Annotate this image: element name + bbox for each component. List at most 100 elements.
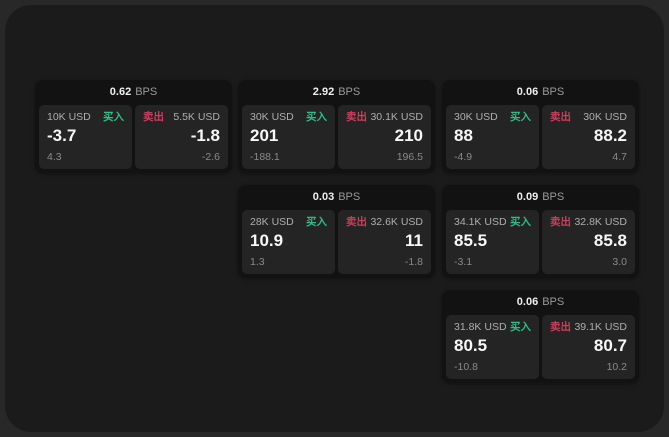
buy-panel-top-row: 34.1K USD 买入 [454, 216, 531, 229]
buy-panel-top-row: 30K USD 买入 [250, 111, 327, 124]
buy-delta: -3.1 [454, 256, 473, 268]
sell-price: -1.8 [190, 126, 220, 145]
buy-delta: 1.3 [250, 256, 265, 268]
app-surface: 0.62 BPS 10K USD 买入 -3.7 4.3 卖出 5.5K USD … [5, 5, 664, 432]
buy-amount: 31.8K USD [454, 321, 507, 333]
sell-panel[interactable]: 卖出 32.6K USD 11 -1.8 [338, 210, 431, 274]
bps-unit-label: BPS [542, 191, 565, 203]
sell-panel[interactable]: 卖出 30.1K USD 210 196.5 [338, 105, 431, 169]
sell-panel-top-row: 卖出 39.1K USD [550, 321, 627, 334]
buy-price: 10.9 [250, 231, 284, 250]
bps-value: 0.03 [312, 191, 335, 203]
buy-panel[interactable]: 31.8K USD 买入 80.5 -10.8 [446, 315, 539, 379]
sell-panel-top-row: 卖出 30.1K USD [346, 111, 423, 124]
buy-price: 201 [250, 126, 279, 145]
sell-panel[interactable]: 卖出 30K USD 88.2 4.7 [542, 105, 635, 169]
bps-header: 0.09 BPS [446, 185, 635, 210]
buy-sell-panels: 28K USD 买入 10.9 1.3 卖出 32.6K USD 11 -1.8 [242, 210, 431, 274]
bps-value: 0.62 [109, 86, 132, 98]
bps-unit-label: BPS [542, 296, 565, 308]
sell-delta: 3.0 [612, 256, 627, 268]
sell-amount: 30.1K USD [370, 111, 423, 123]
buy-delta: 4.3 [47, 151, 62, 163]
buy-sell-panels: 34.1K USD 买入 85.5 -3.1 卖出 32.8K USD 85.8… [446, 210, 635, 274]
buy-panel[interactable]: 30K USD 买入 201 -188.1 [242, 105, 335, 169]
buy-delta: -10.8 [454, 361, 478, 373]
sell-amount: 32.8K USD [574, 216, 627, 228]
bps-value: 0.09 [516, 191, 539, 203]
bps-unit-label: BPS [135, 86, 158, 98]
bps-header: 0.03 BPS [242, 185, 431, 210]
sell-panel[interactable]: 卖出 32.8K USD 85.8 3.0 [542, 210, 635, 274]
bps-unit-label: BPS [542, 86, 565, 98]
bps-value: 2.92 [312, 86, 335, 98]
buy-amount: 30K USD [454, 111, 498, 123]
buy-amount: 30K USD [250, 111, 294, 123]
sell-panel[interactable]: 卖出 39.1K USD 80.7 10.2 [542, 315, 635, 379]
sell-price: 80.7 [593, 336, 627, 355]
quote-card: 0.03 BPS 28K USD 买入 10.9 1.3 卖出 32.6K USD… [238, 185, 435, 278]
buy-panel-top-row: 31.8K USD 买入 [454, 321, 531, 334]
bps-unit-label: BPS [338, 86, 361, 98]
sell-delta: 10.2 [606, 361, 627, 373]
sell-amount: 32.6K USD [370, 216, 423, 228]
sell-panel-top-row: 卖出 5.5K USD [143, 111, 220, 124]
quote-card: 0.62 BPS 10K USD 买入 -3.7 4.3 卖出 5.5K USD … [35, 80, 232, 173]
bps-value: 0.06 [516, 296, 539, 308]
sell-label: 卖出 [346, 111, 367, 123]
bps-header: 0.06 BPS [446, 290, 635, 315]
sell-panel-top-row: 卖出 30K USD [550, 111, 627, 124]
sell-price: 85.8 [593, 231, 627, 250]
sell-amount: 30K USD [583, 111, 627, 123]
buy-sell-panels: 30K USD 买入 201 -188.1 卖出 30.1K USD 210 1… [242, 105, 431, 169]
buy-panel[interactable]: 10K USD 买入 -3.7 4.3 [39, 105, 132, 169]
buy-amount: 34.1K USD [454, 216, 507, 228]
quote-card: 0.09 BPS 34.1K USD 买入 85.5 -3.1 卖出 32.8K … [442, 185, 639, 278]
buy-panel-top-row: 30K USD 买入 [454, 111, 531, 124]
sell-delta: 196.5 [396, 151, 423, 163]
quote-card: 0.06 BPS 30K USD 买入 88 -4.9 卖出 30K USD 88… [442, 80, 639, 173]
buy-label: 买入 [306, 216, 327, 228]
sell-delta: 4.7 [612, 151, 627, 163]
buy-sell-panels: 10K USD 买入 -3.7 4.3 卖出 5.5K USD -1.8 -2.… [39, 105, 228, 169]
sell-price: 210 [394, 126, 423, 145]
buy-panel-top-row: 10K USD 买入 [47, 111, 124, 124]
buy-delta: -4.9 [454, 151, 473, 163]
buy-label: 买入 [103, 111, 124, 123]
sell-panel-top-row: 卖出 32.6K USD [346, 216, 423, 229]
buy-price: 80.5 [454, 336, 488, 355]
bps-unit-label: BPS [338, 191, 361, 203]
sell-price: 11 [405, 231, 423, 250]
buy-label: 买入 [510, 111, 531, 123]
buy-label: 买入 [306, 111, 327, 123]
sell-label: 卖出 [143, 111, 164, 123]
buy-label: 买入 [510, 216, 531, 228]
sell-delta: -1.8 [404, 256, 423, 268]
sell-panel-top-row: 卖出 32.8K USD [550, 216, 627, 229]
buy-sell-panels: 30K USD 买入 88 -4.9 卖出 30K USD 88.2 4.7 [446, 105, 635, 169]
buy-panel-top-row: 28K USD 买入 [250, 216, 327, 229]
buy-price: -3.7 [47, 126, 77, 145]
buy-panel[interactable]: 28K USD 买入 10.9 1.3 [242, 210, 335, 274]
bps-header: 2.92 BPS [242, 80, 431, 105]
quote-card: 2.92 BPS 30K USD 买入 201 -188.1 卖出 30.1K U… [238, 80, 435, 173]
sell-delta: -2.6 [201, 151, 220, 163]
sell-panel[interactable]: 卖出 5.5K USD -1.8 -2.6 [135, 105, 228, 169]
bps-header: 0.06 BPS [446, 80, 635, 105]
sell-label: 卖出 [550, 216, 571, 228]
sell-label: 卖出 [346, 216, 367, 228]
buy-amount: 10K USD [47, 111, 91, 123]
bps-header: 0.62 BPS [39, 80, 228, 105]
buy-panel[interactable]: 34.1K USD 买入 85.5 -3.1 [446, 210, 539, 274]
buy-panel[interactable]: 30K USD 买入 88 -4.9 [446, 105, 539, 169]
bps-value: 0.06 [516, 86, 539, 98]
buy-sell-panels: 31.8K USD 买入 80.5 -10.8 卖出 39.1K USD 80.… [446, 315, 635, 379]
sell-label: 卖出 [550, 321, 571, 333]
buy-label: 买入 [510, 321, 531, 333]
buy-delta: -188.1 [250, 151, 280, 163]
sell-amount: 39.1K USD [574, 321, 627, 333]
sell-amount: 5.5K USD [173, 111, 220, 123]
quote-card: 0.06 BPS 31.8K USD 买入 80.5 -10.8 卖出 39.1K… [442, 290, 639, 383]
sell-label: 卖出 [550, 111, 571, 123]
